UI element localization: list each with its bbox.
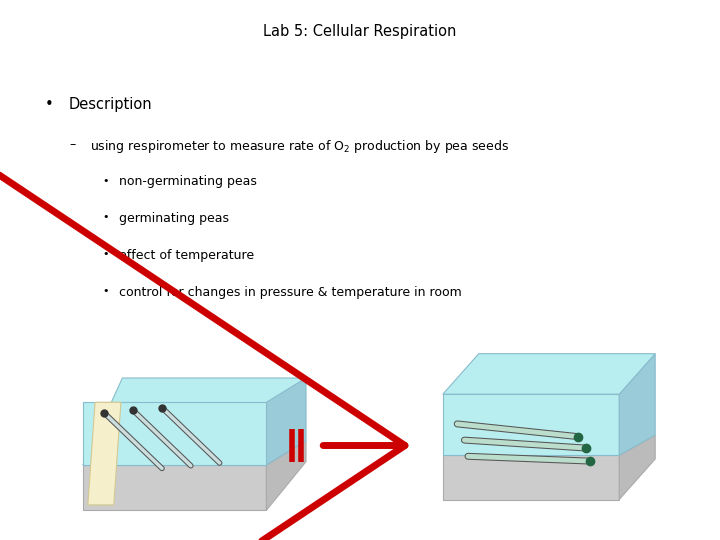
Text: Description: Description <box>68 97 152 112</box>
Polygon shape <box>443 394 619 455</box>
Text: using respirometer to measure rate of O$_2$ production by pea seeds: using respirometer to measure rate of O$… <box>90 138 509 154</box>
Polygon shape <box>619 435 655 500</box>
Polygon shape <box>266 441 306 510</box>
Text: –: – <box>70 138 76 151</box>
Polygon shape <box>266 378 306 465</box>
Polygon shape <box>83 465 266 510</box>
Text: •: • <box>102 176 109 186</box>
Polygon shape <box>443 455 619 500</box>
Text: germinating peas: germinating peas <box>119 212 229 225</box>
Text: •: • <box>102 286 109 296</box>
Text: •: • <box>102 249 109 259</box>
FancyArrowPatch shape <box>0 98 405 540</box>
Text: non-germinating peas: non-germinating peas <box>119 176 256 188</box>
Polygon shape <box>83 402 266 465</box>
Polygon shape <box>619 354 655 455</box>
Polygon shape <box>83 378 306 465</box>
Text: control for changes in pressure & temperature in room: control for changes in pressure & temper… <box>119 286 462 299</box>
Text: •: • <box>45 97 53 112</box>
Text: Lab 5: Cellular Respiration: Lab 5: Cellular Respiration <box>264 24 456 39</box>
Text: •: • <box>102 212 109 222</box>
Text: effect of temperature: effect of temperature <box>119 249 254 262</box>
Polygon shape <box>88 402 121 505</box>
Polygon shape <box>443 354 655 394</box>
